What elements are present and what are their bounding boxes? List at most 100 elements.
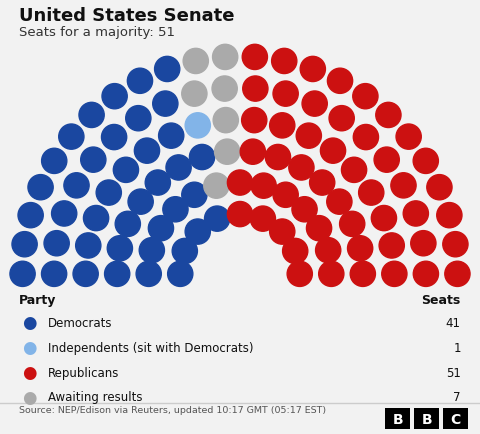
Circle shape (145, 171, 170, 196)
Circle shape (155, 57, 180, 82)
Circle shape (18, 203, 43, 228)
Text: Democrats: Democrats (48, 316, 112, 329)
Text: United States Senate: United States Senate (19, 7, 235, 24)
Circle shape (228, 202, 252, 227)
Circle shape (376, 103, 401, 128)
Circle shape (185, 220, 210, 245)
Circle shape (413, 149, 438, 174)
Circle shape (51, 201, 77, 227)
Text: B: B (393, 411, 403, 426)
Circle shape (270, 220, 295, 245)
Circle shape (64, 173, 89, 198)
Circle shape (10, 262, 35, 287)
Circle shape (190, 145, 215, 170)
FancyBboxPatch shape (443, 408, 468, 429)
Text: Independents (sit with Democrats): Independents (sit with Democrats) (48, 341, 253, 354)
Circle shape (158, 124, 184, 149)
Circle shape (79, 103, 104, 128)
Circle shape (28, 175, 53, 201)
Circle shape (287, 262, 312, 287)
Circle shape (148, 216, 174, 241)
Circle shape (300, 57, 325, 82)
Circle shape (382, 262, 407, 287)
Circle shape (242, 45, 267, 70)
Circle shape (153, 92, 178, 117)
Circle shape (251, 174, 276, 199)
Circle shape (289, 155, 314, 181)
Text: 51: 51 (446, 366, 461, 378)
Circle shape (272, 49, 297, 74)
Circle shape (306, 216, 332, 241)
Circle shape (185, 113, 210, 138)
Text: Source: NEP/Edison via Reuters, updated 10:17 GMT (05:17 EST): Source: NEP/Edison via Reuters, updated … (19, 405, 326, 414)
Circle shape (302, 92, 327, 117)
FancyBboxPatch shape (385, 408, 410, 429)
Circle shape (126, 106, 151, 132)
Circle shape (372, 206, 396, 231)
Circle shape (182, 82, 207, 107)
Text: 41: 41 (446, 316, 461, 329)
Circle shape (413, 262, 439, 287)
Circle shape (250, 207, 276, 232)
Circle shape (127, 69, 153, 94)
Circle shape (445, 262, 470, 287)
Text: Awaiting results: Awaiting results (48, 391, 143, 403)
Circle shape (84, 206, 108, 231)
Circle shape (350, 262, 375, 287)
Circle shape (182, 183, 207, 208)
Circle shape (427, 175, 452, 201)
Circle shape (215, 140, 240, 165)
Circle shape (443, 232, 468, 257)
Circle shape (240, 140, 265, 165)
Text: Seats for a majority: 51: Seats for a majority: 51 (19, 26, 175, 39)
Circle shape (42, 149, 67, 174)
Circle shape (329, 106, 354, 132)
Circle shape (437, 203, 462, 228)
Text: Republicans: Republicans (48, 366, 120, 378)
Circle shape (353, 125, 379, 150)
Circle shape (12, 232, 37, 257)
Circle shape (76, 233, 101, 259)
Circle shape (168, 262, 193, 287)
Circle shape (115, 212, 141, 237)
Circle shape (327, 69, 353, 94)
Circle shape (270, 113, 295, 138)
FancyBboxPatch shape (414, 408, 439, 429)
Circle shape (213, 45, 238, 70)
Circle shape (359, 181, 384, 206)
Circle shape (273, 82, 298, 107)
Circle shape (273, 183, 298, 208)
Circle shape (212, 77, 237, 102)
Circle shape (341, 158, 367, 183)
Circle shape (403, 201, 429, 227)
Circle shape (128, 190, 153, 215)
Circle shape (134, 139, 159, 164)
Text: ●: ● (22, 339, 36, 356)
Circle shape (396, 125, 421, 150)
Circle shape (204, 174, 229, 199)
Circle shape (107, 236, 132, 261)
Text: C: C (450, 411, 460, 426)
Circle shape (411, 231, 436, 256)
Circle shape (172, 239, 197, 264)
Circle shape (310, 171, 335, 196)
Circle shape (379, 233, 404, 259)
Circle shape (339, 212, 365, 237)
Circle shape (102, 84, 127, 109)
Circle shape (228, 171, 252, 196)
Circle shape (327, 190, 352, 215)
Circle shape (204, 207, 230, 232)
Circle shape (391, 173, 416, 198)
Circle shape (283, 239, 308, 264)
Text: ●: ● (22, 388, 36, 406)
Circle shape (213, 108, 239, 133)
Circle shape (353, 84, 378, 109)
Text: Party: Party (19, 293, 57, 306)
Circle shape (136, 262, 161, 287)
Text: ●: ● (22, 363, 36, 381)
Circle shape (374, 148, 399, 173)
Text: 1: 1 (453, 341, 461, 354)
Circle shape (113, 158, 139, 183)
Circle shape (183, 49, 208, 74)
Circle shape (44, 231, 69, 256)
